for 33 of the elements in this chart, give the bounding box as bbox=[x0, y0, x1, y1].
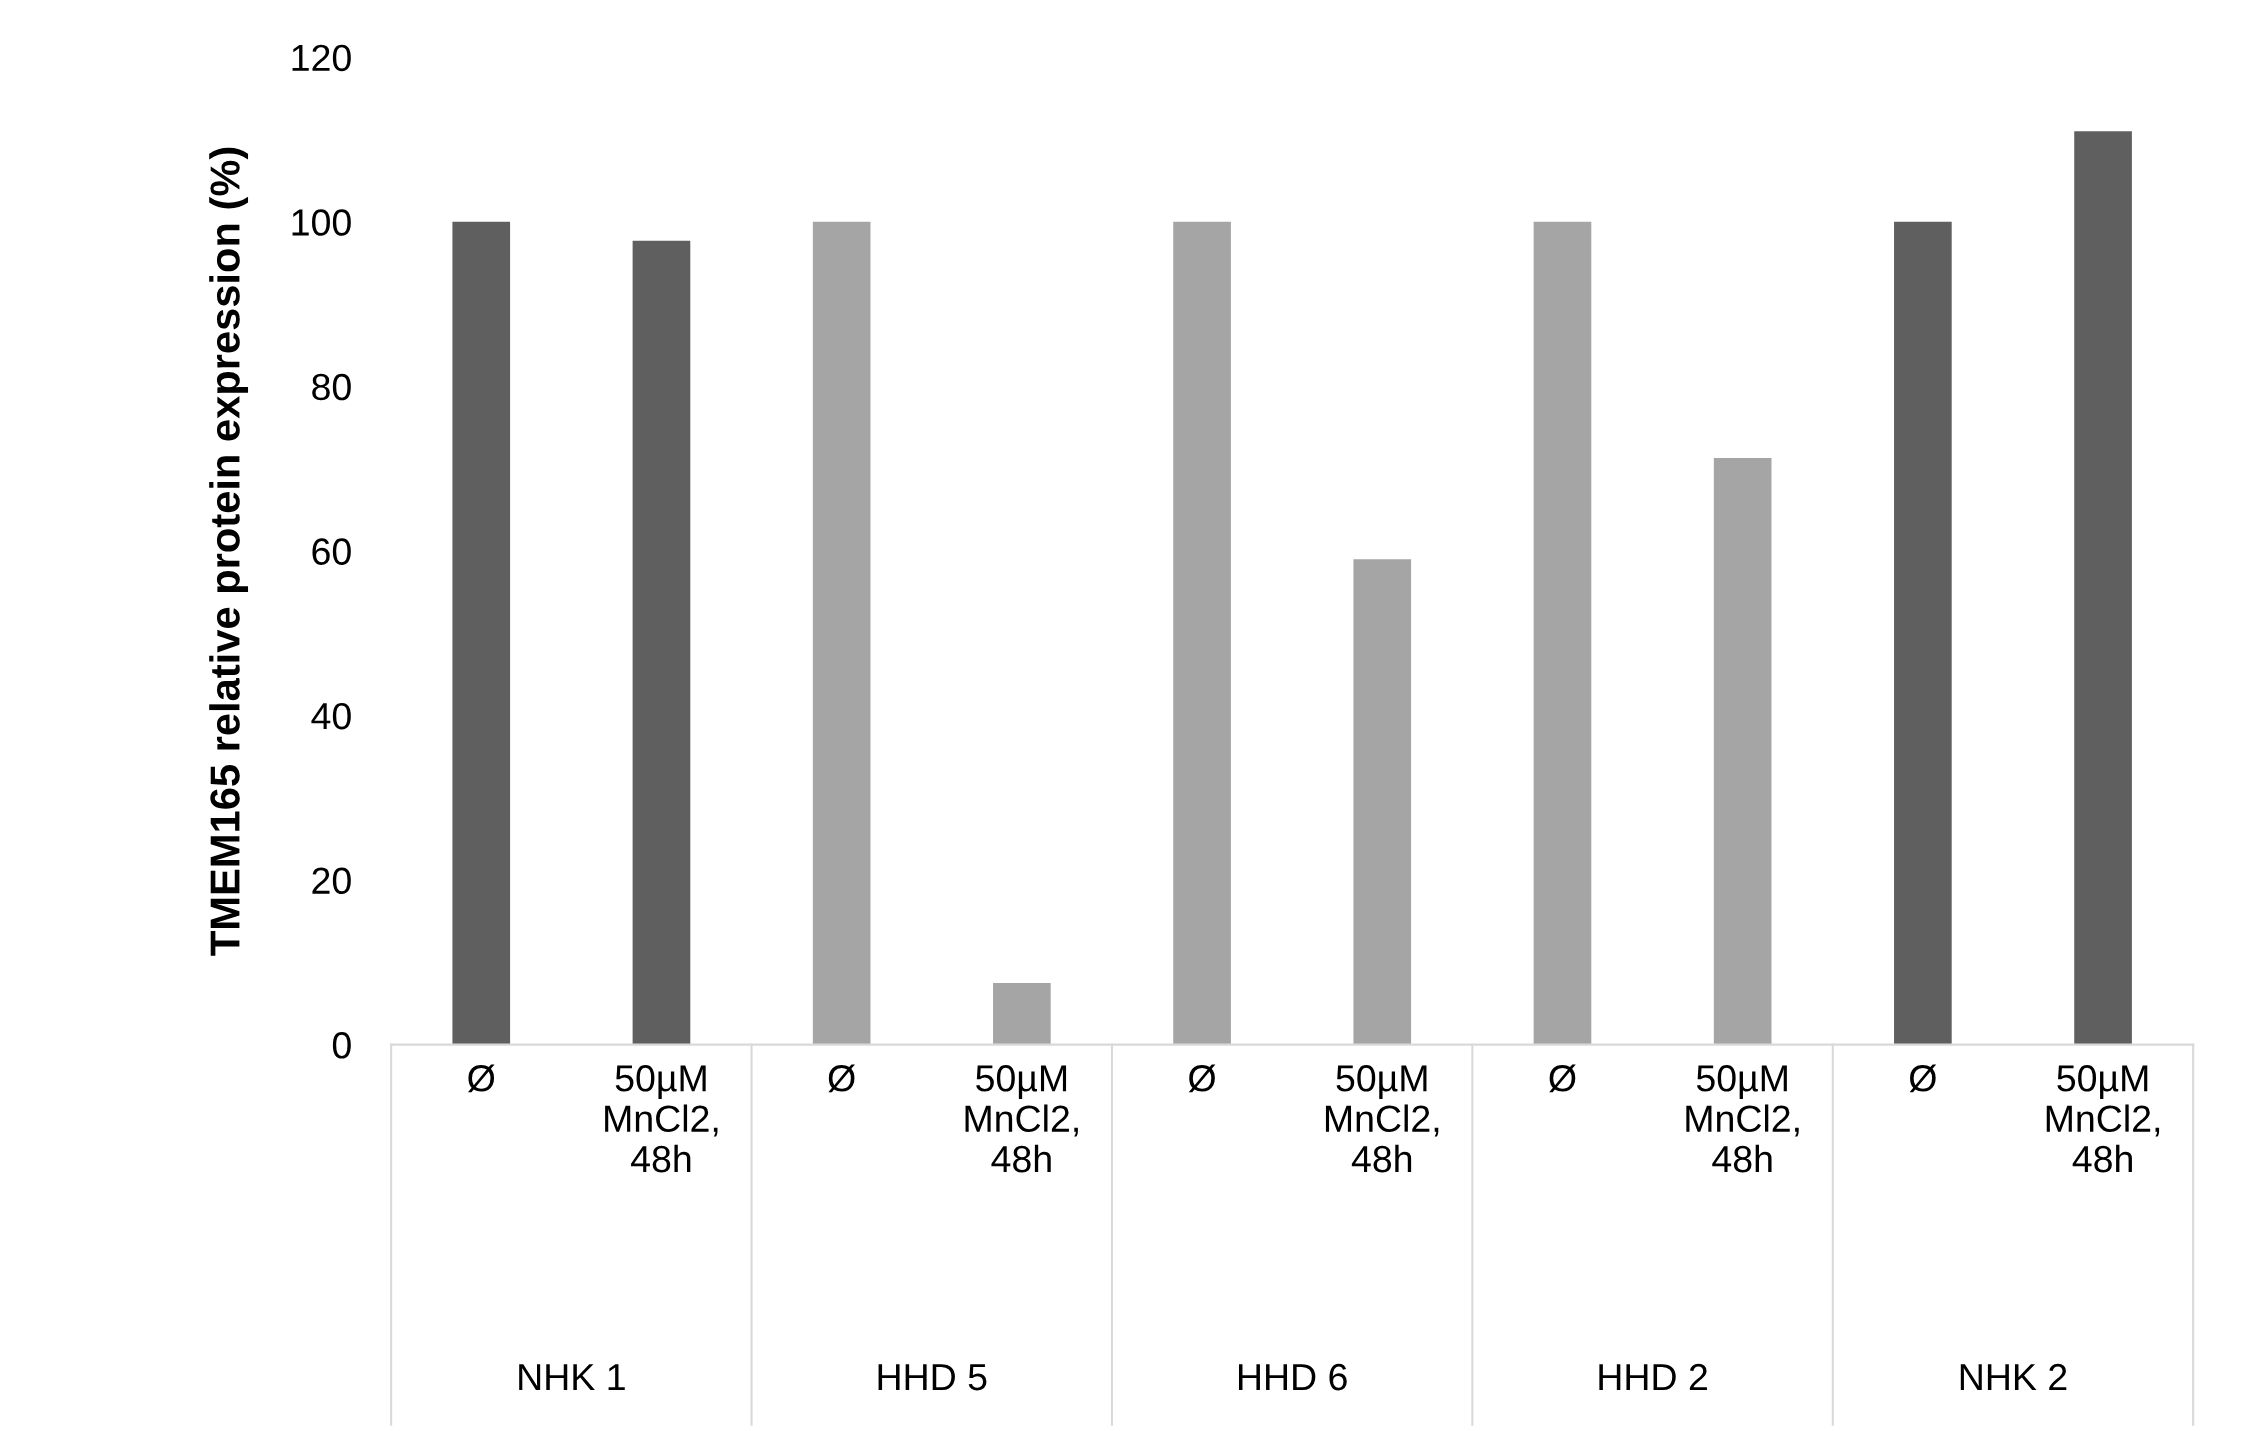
x-tick-label: Ø bbox=[828, 1064, 855, 1093]
text: HHD 6 bbox=[1238, 1363, 1347, 1391]
y-tick-label: 100 bbox=[292, 209, 351, 236]
bar bbox=[632, 240, 691, 1045]
text: HHD 5 bbox=[878, 1364, 987, 1391]
x-tick-label: 50µM MnCl2, 48h bbox=[2046, 1065, 2160, 1173]
bar bbox=[1173, 221, 1231, 1045]
bar bbox=[1713, 457, 1772, 1045]
x-tick-label: 50µM MnCl2, 48h bbox=[1686, 1065, 1799, 1173]
text: HHD 2 bbox=[1599, 1363, 1707, 1391]
x-tick-label: Ø bbox=[1909, 1064, 1937, 1093]
x-tick-label: Ø bbox=[467, 1064, 495, 1093]
y-tick-label: 40 bbox=[311, 702, 351, 730]
x-tick-label: Ø bbox=[1188, 1064, 1216, 1093]
bar bbox=[1353, 559, 1412, 1045]
x-tick-label: 50µM MnCl2, 48h bbox=[965, 1065, 1078, 1173]
y-tick-label: 20 bbox=[312, 867, 351, 895]
x-tick-label: 50µM MnCl2, 48h bbox=[1325, 1065, 1439, 1173]
bar bbox=[993, 982, 1051, 1045]
bar bbox=[812, 221, 871, 1045]
bar bbox=[1533, 221, 1592, 1045]
bar bbox=[1894, 221, 1952, 1045]
text: NHK 2 bbox=[1960, 1363, 2067, 1391]
x-tick-label: Ø bbox=[1549, 1064, 1576, 1093]
y-tick-label: 120 bbox=[292, 44, 351, 72]
y-tick-label: 0 bbox=[332, 1032, 351, 1059]
y-tick-label: 80 bbox=[312, 373, 351, 401]
bar bbox=[452, 221, 511, 1045]
text: NHK 1 bbox=[519, 1364, 625, 1391]
x-tick-label: 50µM MnCl2, 48h bbox=[605, 1065, 718, 1173]
bar bbox=[2074, 131, 2132, 1045]
y-tick-label: 60 bbox=[312, 538, 351, 565]
y-axis-title: TMEM165 relative protein expression (%) bbox=[209, 147, 249, 956]
